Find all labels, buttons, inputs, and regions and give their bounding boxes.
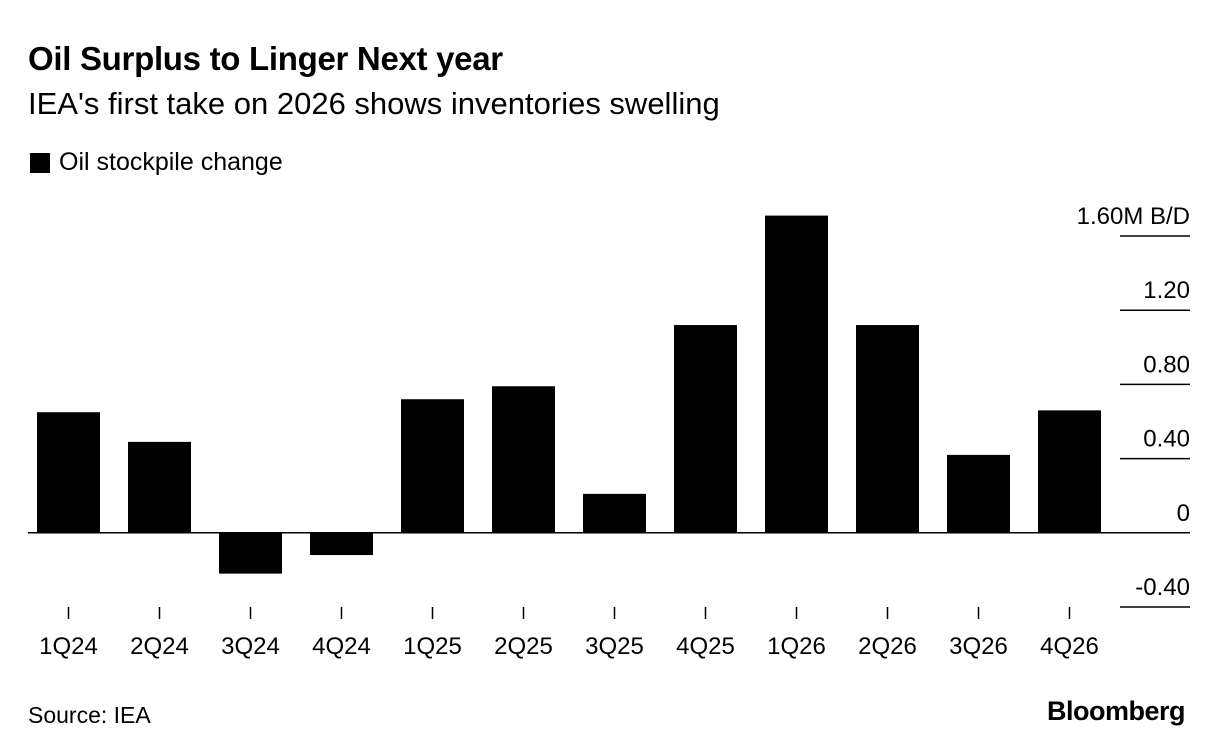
bar-2q25	[492, 386, 555, 533]
x-axis: 1Q24 2Q24 3Q24 4Q24 1Q25 2Q25 3Q25 4Q25 1Q26 2Q26…	[39, 607, 1099, 660]
x-tick-label: 1Q24	[39, 633, 98, 660]
bars	[37, 215, 1101, 574]
legend-swatch	[30, 152, 50, 173]
bar-4q25	[674, 325, 737, 533]
y-axis: 1.60M B/D 1.20 0.80 0.40 0 -0.40	[1077, 203, 1190, 608]
x-tick-label: 4Q26	[1040, 633, 1099, 660]
chart-title: Oil Surplus to Linger Next year	[28, 40, 503, 77]
bar-3q24	[219, 532, 282, 574]
y-tick-label: 0.40	[1143, 426, 1190, 453]
y-tick-label: 1.20	[1143, 277, 1190, 304]
source-note: Source: IEA	[28, 702, 151, 728]
bar-3q25	[583, 493, 646, 533]
x-tick-label: 3Q26	[949, 633, 1008, 660]
chart-subtitle: IEA's first take on 2026 shows inventori…	[28, 86, 720, 121]
x-tick-label: 3Q25	[585, 633, 644, 660]
bar-1q26	[765, 215, 828, 533]
x-tick-label: 4Q25	[676, 633, 735, 660]
y-tick-label: -0.40	[1135, 574, 1190, 601]
x-tick-label: 2Q24	[130, 633, 189, 660]
bar-2q26	[856, 325, 919, 533]
bar-1q24	[37, 412, 100, 533]
y-tick-label: 1.60M B/D	[1077, 203, 1190, 230]
bar-1q25	[401, 399, 464, 533]
chart-legend: Oil stockpile change	[30, 148, 283, 177]
x-tick-label: 2Q26	[858, 633, 917, 660]
legend-label: Oil stockpile change	[59, 148, 283, 176]
bar-2q24	[128, 441, 191, 533]
x-tick-label: 1Q25	[403, 633, 462, 660]
y-tick-label: 0.80	[1143, 351, 1190, 378]
bar-3q26	[947, 454, 1010, 533]
x-tick-label: 3Q24	[221, 633, 280, 660]
bar-4q24	[310, 532, 373, 556]
x-tick-label: 1Q26	[767, 633, 826, 660]
bloomberg-logo: Bloomberg	[1046, 696, 1186, 726]
x-tick-label: 2Q25	[494, 633, 553, 660]
y-tick-label: 0	[1177, 500, 1190, 527]
x-tick-label: 4Q24	[312, 633, 371, 660]
bar-4q26	[1038, 410, 1101, 533]
